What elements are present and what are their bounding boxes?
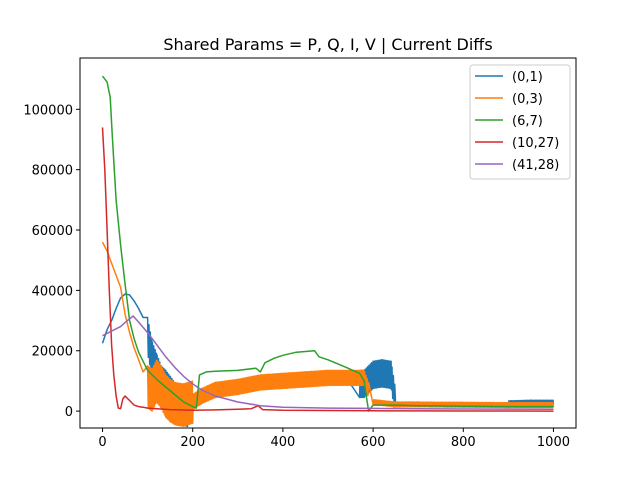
series-line — [101, 241, 555, 427]
series-line — [101, 127, 554, 412]
series-line — [102, 315, 554, 411]
legend-label: (0,3) — [512, 92, 543, 107]
chart-title: Shared Params = P, Q, I, V | Current Dif… — [163, 35, 492, 54]
legend-label: (6,7) — [512, 114, 543, 129]
legend-label: (41,28) — [512, 158, 559, 173]
y-tick-label: 40000 — [32, 284, 73, 299]
legend: (0,1) (0,3) (6,7) (10,27) (41,28) — [469, 64, 571, 180]
x-tick-label: 1000 — [537, 435, 570, 450]
x-tick-label: 200 — [180, 435, 205, 450]
legend-label: (10,27) — [512, 136, 559, 151]
y-tick-label: 60000 — [32, 224, 73, 239]
series-line — [101, 75, 554, 412]
y-tick-label: 20000 — [32, 345, 73, 360]
legend-box — [469, 64, 571, 180]
x-axis: 0 200 400 600 800 1000 — [98, 428, 570, 450]
x-tick-label: 400 — [270, 435, 295, 450]
y-tick-label: 80000 — [32, 164, 73, 179]
plot-frame — [79, 57, 577, 429]
y-tick-label: 0 — [65, 405, 73, 420]
legend-label: (0,1) — [512, 70, 543, 85]
y-tick-label: 100000 — [23, 103, 73, 118]
x-tick-label: 0 — [98, 435, 106, 450]
x-tick-label: 800 — [451, 435, 476, 450]
x-tick-label: 600 — [361, 435, 386, 450]
y-axis: 0 20000 40000 60000 80000 100000 — [23, 103, 80, 420]
series-group — [101, 75, 555, 428]
